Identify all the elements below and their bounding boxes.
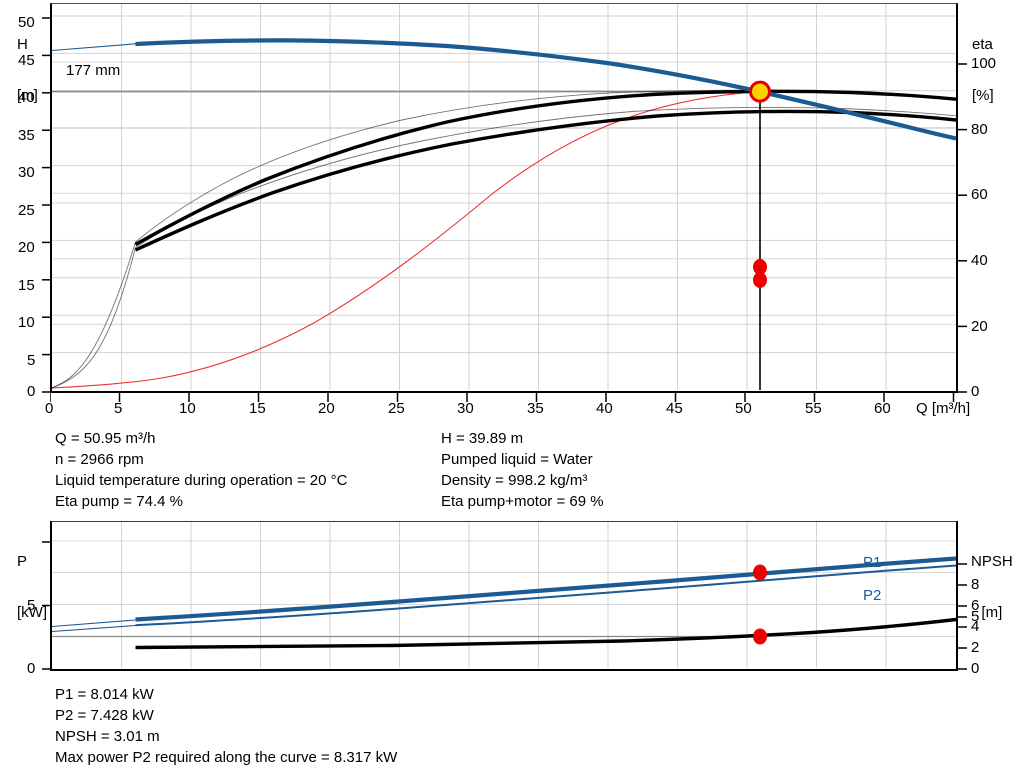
eta-tick-40: 40: [971, 252, 988, 269]
eta-tick-80: 80: [971, 121, 988, 138]
x-tick-35: 35: [527, 400, 544, 417]
duty-info-left-line-3: Liquid temperature during operation = 20…: [55, 472, 348, 489]
p2-curve: [135, 564, 956, 627]
bottom-chart-y-left-title-line1: P: [17, 553, 28, 570]
power-info-block: P1 = 8.014 kW P2 = 7.428 kW NPSH = 3.01 …: [55, 684, 397, 768]
top-right-tickmarks: [957, 63, 967, 393]
head-curve: [135, 38, 956, 141]
power-info-line-3: NPSH = 3.01 m: [55, 728, 160, 745]
eta-pump-motor-duty-marker-dot: [753, 272, 767, 288]
duty-info-left-column: Q = 50.95 m³/h n = 2966 rpm Liquid tempe…: [55, 428, 347, 512]
top-y-tick-25: 25: [18, 202, 35, 219]
top-y-tick-30: 30: [18, 164, 35, 181]
top-y-tick-5: 5: [27, 352, 36, 369]
eta-pump-motor-curve-extrapolation: [52, 106, 956, 389]
x-tick-60: 60: [874, 400, 891, 417]
eta-tick-60: 60: [971, 186, 988, 203]
bottom-chart-y-left-title-line2: [kW]: [17, 604, 47, 621]
npsh-duty-marker: [753, 628, 767, 645]
x-tick-20: 20: [318, 400, 335, 417]
npsh-curve: [135, 617, 956, 650]
top-chart-y-right-title-line2: [%]: [972, 87, 994, 104]
p2-series-label: P2: [863, 587, 882, 604]
p1-extrapolation: [52, 619, 136, 628]
eta-tick-0: 0: [971, 383, 980, 400]
system-curve: [52, 91, 761, 389]
bottom-chart-y-left-title: P [kW]: [17, 519, 47, 655]
x-tick-30: 30: [457, 400, 474, 417]
impeller-size-label: 177 mm: [66, 62, 121, 79]
top-y-tick-0: 0: [27, 383, 36, 400]
p2-extrapolation: [52, 624, 136, 633]
x-tick-10: 10: [179, 400, 196, 417]
top-y-tick-40: 40: [18, 89, 35, 106]
eta-pump-curve: [134, 89, 956, 246]
bottom-chart-y-right-title-line1: NPSH: [971, 553, 1013, 570]
npsh-tick-4: 4: [971, 618, 980, 635]
x-tick-55: 55: [805, 400, 822, 417]
horizontal-gridlines: [52, 15, 956, 354]
power-npsh-chart: [50, 521, 958, 671]
top-chart-y-left-title: H [m]: [17, 2, 38, 138]
x-tick-50: 50: [735, 400, 752, 417]
duty-info-left-line-2: n = 2966 rpm: [55, 451, 144, 468]
duty-info-left-line-4: Eta pump = 74.4 %: [55, 493, 183, 510]
eta-tick-20: 20: [971, 318, 988, 335]
power-npsh-plot: [52, 522, 956, 668]
duty-info-right-line-2: Pumped liquid = Water: [441, 451, 593, 468]
eta-pump-duty-marker-dot: [753, 259, 767, 275]
top-chart-y-right-title: eta [%]: [972, 2, 994, 138]
duty-info-right-line-1: H = 39.89 m: [441, 430, 524, 447]
top-y-tick-35: 35: [18, 127, 35, 144]
bottom-y-tick-0: 0: [27, 660, 36, 677]
bottom-right-tickmarks: [957, 563, 967, 670]
head-efficiency-chart: [50, 3, 958, 393]
duty-info-left-line-1: Q = 50.95 m³/h: [55, 430, 156, 447]
top-chart-y-left-title-line2: [m]: [17, 87, 38, 104]
npsh-tick-0: 0: [971, 660, 980, 677]
npsh-tick-8: 8: [971, 576, 980, 593]
top-chart-y-left-title-line1: H: [17, 36, 28, 53]
bottom-y-tick-5: 5: [27, 597, 36, 614]
npsh-tick-6: 6: [971, 597, 980, 614]
x-tick-25: 25: [388, 400, 405, 417]
bottom-chart-y-right-title-line2: [m]: [981, 604, 1003, 621]
x-tick-5: 5: [114, 400, 123, 417]
top-y-tick-10: 10: [18, 314, 35, 331]
duty-info-right-line-3: Density = 998.2 kg/m³: [441, 472, 588, 489]
head-curve-extrapolation: [52, 43, 136, 52]
eta-pump-motor-curve: [134, 109, 956, 252]
x-tick-15: 15: [249, 400, 266, 417]
top-y-tick-20: 20: [18, 239, 35, 256]
x-tick-40: 40: [596, 400, 613, 417]
p1-series-label: P1: [863, 554, 882, 571]
bottom-chart-y-right-title: NPSH [m]: [971, 519, 1013, 655]
x-tick-0: 0: [45, 400, 54, 417]
duty-info-right-column: H = 39.89 m Pumped liquid = Water Densit…: [441, 428, 604, 512]
x-axis-title: Q [m³/h]: [916, 400, 971, 417]
head-efficiency-plot: [52, 4, 956, 390]
top-y-tick-50: 50: [18, 14, 35, 31]
power-info-line-4: Max power P2 required along the curve = …: [55, 749, 398, 766]
power-info-line-2: P2 = 7.428 kW: [55, 707, 154, 724]
top-y-tick-15: 15: [18, 277, 35, 294]
power-duty-marker: [753, 564, 767, 581]
eta-tick-100: 100: [971, 55, 997, 72]
top-chart-y-right-title-line1: eta: [972, 36, 993, 53]
top-y-tick-45: 45: [18, 52, 35, 69]
duty-info-right-line-4: Eta pump+motor = 69 %: [441, 493, 604, 510]
npsh-tick-5: 5: [971, 608, 980, 625]
p1-curve: [135, 556, 956, 622]
npsh-tick-2: 2: [971, 639, 980, 656]
power-info-line-1: P1 = 8.014 kW: [55, 686, 154, 703]
duty-point-marker[interactable]: [749, 80, 771, 103]
x-tick-45: 45: [666, 400, 683, 417]
eta-gridlines: [52, 61, 956, 325]
